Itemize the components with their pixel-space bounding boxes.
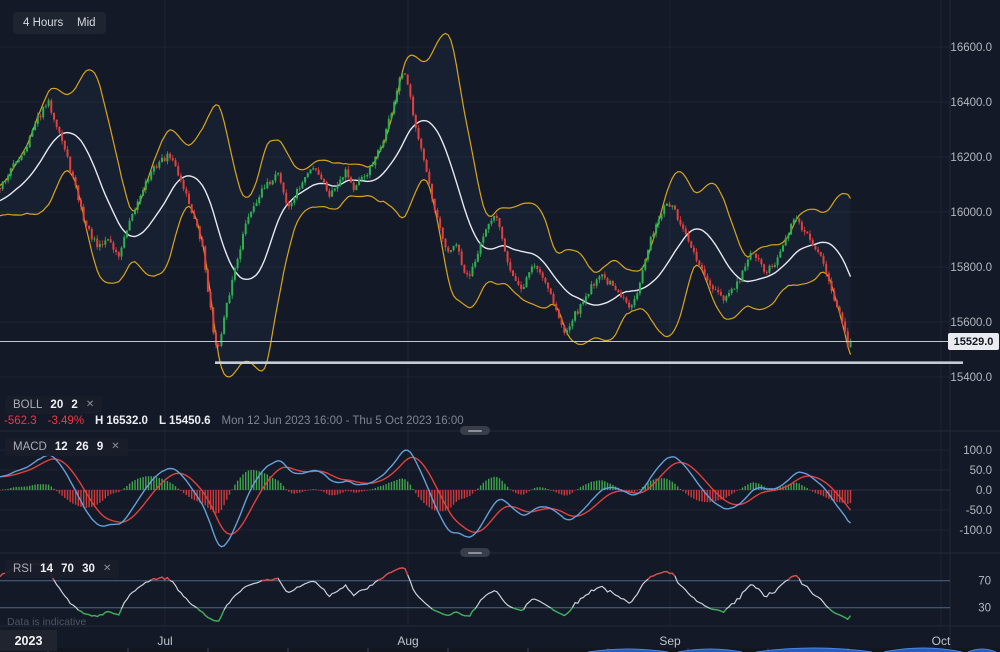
date-range: Mon 12 Jun 2023 16:00 - Thu 5 Oct 2023 1… (221, 415, 464, 427)
svg-text:Oct: Oct (932, 634, 951, 648)
svg-text:15600.0: 15600.0 (950, 317, 992, 329)
boll-indicator-name: BOLL (13, 399, 43, 411)
bottom-strip (0, 647, 1000, 652)
svg-text:0.0: 0.0 (976, 485, 992, 497)
close-icon[interactable]: ✕ (111, 441, 120, 452)
panel-resize-handle[interactable] (460, 426, 490, 435)
timeframe-label: 4 Hours (23, 17, 64, 29)
year-axis-label: 2023 (0, 630, 57, 651)
rsi-indicator-name: RSI (13, 563, 33, 575)
svg-text:15800.0: 15800.0 (950, 262, 992, 274)
macd-indicator-name: MACD (13, 441, 47, 453)
svg-text:30: 30 (978, 603, 991, 615)
svg-text:Aug: Aug (397, 634, 418, 648)
svg-text:50.0: 50.0 (970, 465, 992, 477)
svg-text:Sep: Sep (659, 634, 681, 648)
rsi-panel (0, 563, 852, 622)
svg-text:Jul: Jul (157, 634, 172, 648)
price-mode-button[interactable]: Mid (67, 12, 106, 34)
period-high: H 16532.0 (95, 415, 148, 427)
macd-panel (0, 449, 852, 548)
svg-text:15400.0: 15400.0 (950, 372, 992, 384)
price-mode-label: Mid (77, 17, 96, 29)
svg-text:16200.0: 16200.0 (950, 152, 992, 164)
rsi-indicator-pill[interactable]: RSI 14 70 30 ✕ (5, 560, 120, 578)
boll-indicator-pill[interactable]: BOLL 20 2 ✕ (5, 396, 103, 414)
rsi-indicator-params: 14 70 30 (40, 563, 95, 575)
price-change-percent: -3.49% (47, 415, 85, 427)
svg-text:70: 70 (978, 576, 991, 588)
svg-text:16600.0: 16600.0 (950, 42, 992, 54)
boll-values-row: -562.3 -3.49% H 16532.0 L 15450.6 Mon 12 J… (4, 415, 464, 427)
price-change: -562.3 (4, 415, 37, 427)
timeframe-button[interactable]: 4 Hours (13, 12, 74, 34)
close-icon[interactable]: ✕ (102, 563, 112, 574)
disclaimer-text: Data is indicative (7, 616, 87, 628)
last-price-badge: 15529.0 (948, 333, 999, 350)
svg-text:100.0: 100.0 (963, 445, 992, 457)
svg-text:-50.0: -50.0 (966, 505, 992, 517)
panel-resize-handle[interactable] (460, 548, 490, 557)
svg-text:16400.0: 16400.0 (950, 97, 992, 109)
svg-text:-100.0: -100.0 (959, 525, 992, 537)
price-panel (0, 32, 852, 378)
close-icon[interactable]: ✕ (85, 399, 95, 410)
macd-indicator-pill[interactable]: MACD 12 26 9 ✕ (5, 438, 128, 456)
axis-labels: 16600.0 16400.0 16200.0 16000.0 15800.0 15600… (157, 42, 992, 648)
macd-indicator-params: 12 26 9 (54, 441, 104, 453)
boll-indicator-params: 20 2 (50, 399, 78, 411)
period-low: L 15450.6 (158, 415, 211, 427)
svg-text:16000.0: 16000.0 (950, 207, 992, 219)
